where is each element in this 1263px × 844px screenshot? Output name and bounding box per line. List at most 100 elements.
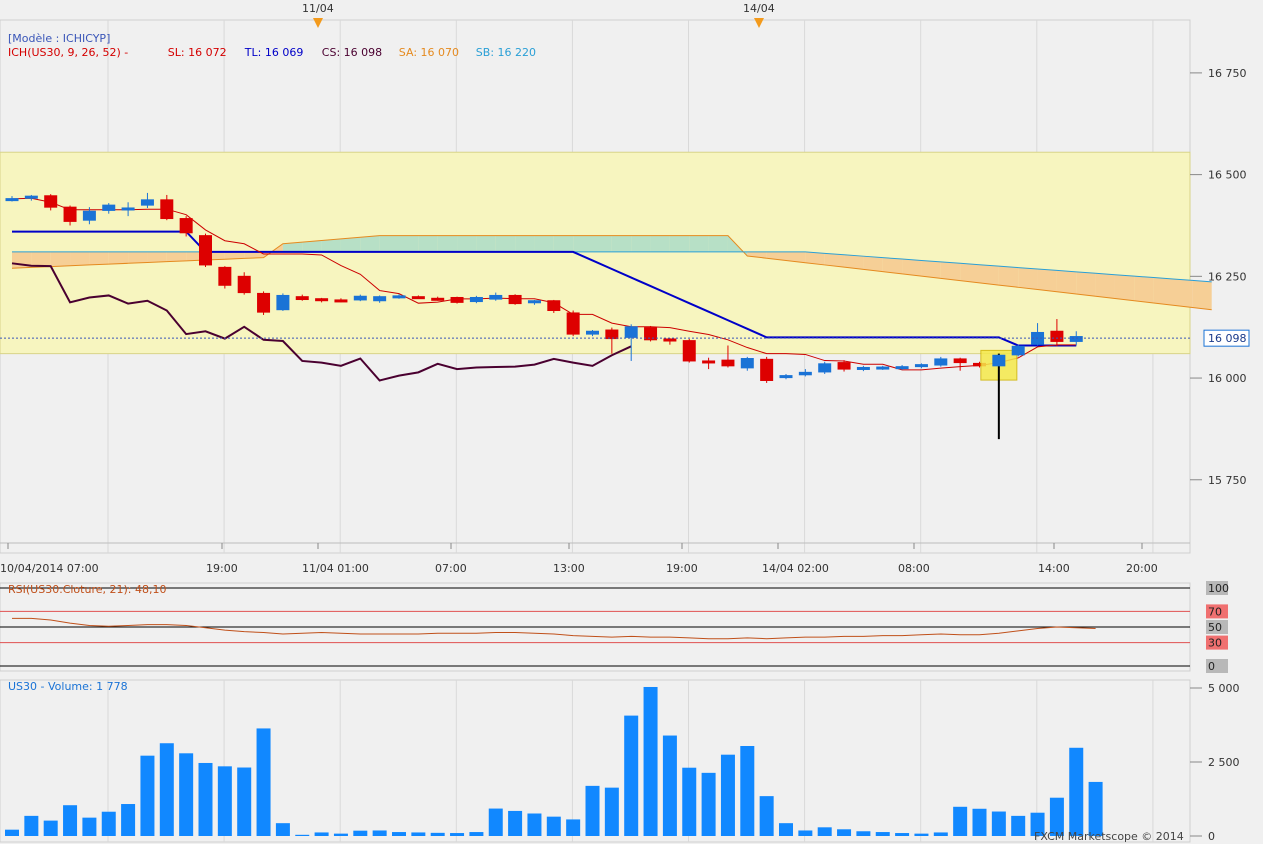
time-tick-label: 11/04 01:00 xyxy=(302,562,369,575)
bearish-candle xyxy=(682,340,696,362)
volume-bar xyxy=(817,827,832,836)
bearish-candle xyxy=(547,300,561,312)
bearish-candle xyxy=(760,358,774,381)
volume-bar xyxy=(121,804,136,836)
cloud-segment xyxy=(863,256,883,272)
volume-bar xyxy=(333,833,348,836)
volume-bar xyxy=(450,833,465,836)
time-tick-label: 08:00 xyxy=(898,562,930,575)
cloud-segment xyxy=(631,235,651,252)
time-tick-label: 14/04 02:00 xyxy=(762,562,829,575)
bearish-candle xyxy=(431,297,445,301)
volume-bar xyxy=(933,832,948,836)
time-tick-label: 13:00 xyxy=(553,562,585,575)
cloud-segment xyxy=(1037,269,1057,292)
volume-bar xyxy=(759,796,774,836)
volume-bar xyxy=(991,811,1006,836)
bullish-candle xyxy=(527,300,541,304)
bullish-candle xyxy=(102,204,116,211)
bullish-candle xyxy=(392,295,406,299)
bearish-candle xyxy=(450,296,464,303)
cloud-segment xyxy=(418,235,438,252)
time-tick-label: 20:00 xyxy=(1126,562,1158,575)
legend-entry: SA: 16 070 xyxy=(399,46,459,59)
cloud-segment xyxy=(457,235,477,252)
volume-bar xyxy=(837,829,852,836)
cloud-segment xyxy=(360,235,380,252)
cloud-segment xyxy=(515,235,535,252)
cloud-segment xyxy=(321,238,341,252)
bearish-candle xyxy=(605,329,619,340)
bearish-candle xyxy=(411,296,425,300)
cloud-segment xyxy=(786,251,806,263)
bearish-candle xyxy=(837,362,851,370)
cloud-segment xyxy=(650,235,670,252)
bearish-candle xyxy=(1050,330,1064,342)
volume-bar xyxy=(546,816,561,836)
legend-entry: ICH(US30, 9, 26, 52) - xyxy=(8,46,128,59)
volume-bar xyxy=(682,767,697,836)
volume-bar xyxy=(295,834,310,836)
volume-bar xyxy=(24,815,39,836)
current-price-tag xyxy=(1203,329,1250,347)
time-tick-label: 14:00 xyxy=(1038,562,1070,575)
cloud-segment xyxy=(437,235,458,252)
rsi-level-tag xyxy=(1206,604,1228,619)
time-tick-label: 07:00 xyxy=(435,562,467,575)
rsi-level-tag xyxy=(1206,659,1228,673)
legend-entry: TL: 16 069 xyxy=(244,46,304,59)
volume-tick-label: 0 xyxy=(1208,830,1215,843)
volume-bar xyxy=(63,805,78,836)
bearish-candle xyxy=(702,360,716,364)
bullish-candle xyxy=(373,296,387,302)
cloud-segment xyxy=(1056,270,1077,295)
bearish-candle xyxy=(334,299,348,303)
rsi-level-label: 30 xyxy=(1208,637,1222,650)
bullish-candle xyxy=(740,358,754,369)
volume-bar xyxy=(566,819,581,836)
bullish-candle xyxy=(876,366,890,370)
bearish-candle xyxy=(953,358,967,364)
price-tick-label: 15 750 xyxy=(1208,474,1247,487)
rsi-level-label: 100 xyxy=(1208,582,1229,595)
bearish-candle xyxy=(721,359,735,367)
legend-entry: SB: 16 220 xyxy=(476,46,536,59)
volume-bar xyxy=(392,832,406,836)
date-marker-label: 11/04 xyxy=(302,2,334,15)
bullish-candle xyxy=(276,294,290,311)
bullish-candle xyxy=(818,363,832,373)
rsi-level-label: 70 xyxy=(1208,605,1222,618)
cloud-segment xyxy=(224,251,245,260)
volume-bar xyxy=(508,810,523,836)
volume-bar xyxy=(1049,797,1064,836)
cloud-segment xyxy=(573,235,593,252)
cloud-segment xyxy=(689,235,709,252)
bullish-candle xyxy=(895,366,909,370)
bullish-candle xyxy=(914,364,928,368)
current-price-label: 16 098 xyxy=(1208,332,1247,345)
date-marker-arrow xyxy=(313,18,323,28)
cloud-segment xyxy=(340,237,361,252)
bullish-candle xyxy=(934,358,948,366)
bullish-candle xyxy=(1069,336,1083,342)
bearish-candle xyxy=(160,199,174,220)
cloud-segment xyxy=(1095,273,1115,299)
rsi-level-label: 50 xyxy=(1208,621,1222,634)
volume-bar xyxy=(1069,747,1084,836)
cloud-segment xyxy=(1192,280,1212,310)
legend-entry: SL: 16 072 xyxy=(168,46,227,59)
bearish-candle xyxy=(218,266,232,286)
bearish-candle xyxy=(257,292,271,313)
time-tick-label: 19:00 xyxy=(666,562,698,575)
cloud-segment xyxy=(302,240,322,252)
cloud-segment xyxy=(592,235,612,252)
volume-bar xyxy=(662,735,677,836)
volume-bar xyxy=(140,755,155,836)
volume-bar xyxy=(430,832,445,836)
bearish-candle xyxy=(508,294,522,305)
bearish-candle xyxy=(315,298,329,302)
cloud-segment xyxy=(844,254,864,270)
volume-bar xyxy=(643,686,658,836)
volume-bar xyxy=(179,753,194,836)
